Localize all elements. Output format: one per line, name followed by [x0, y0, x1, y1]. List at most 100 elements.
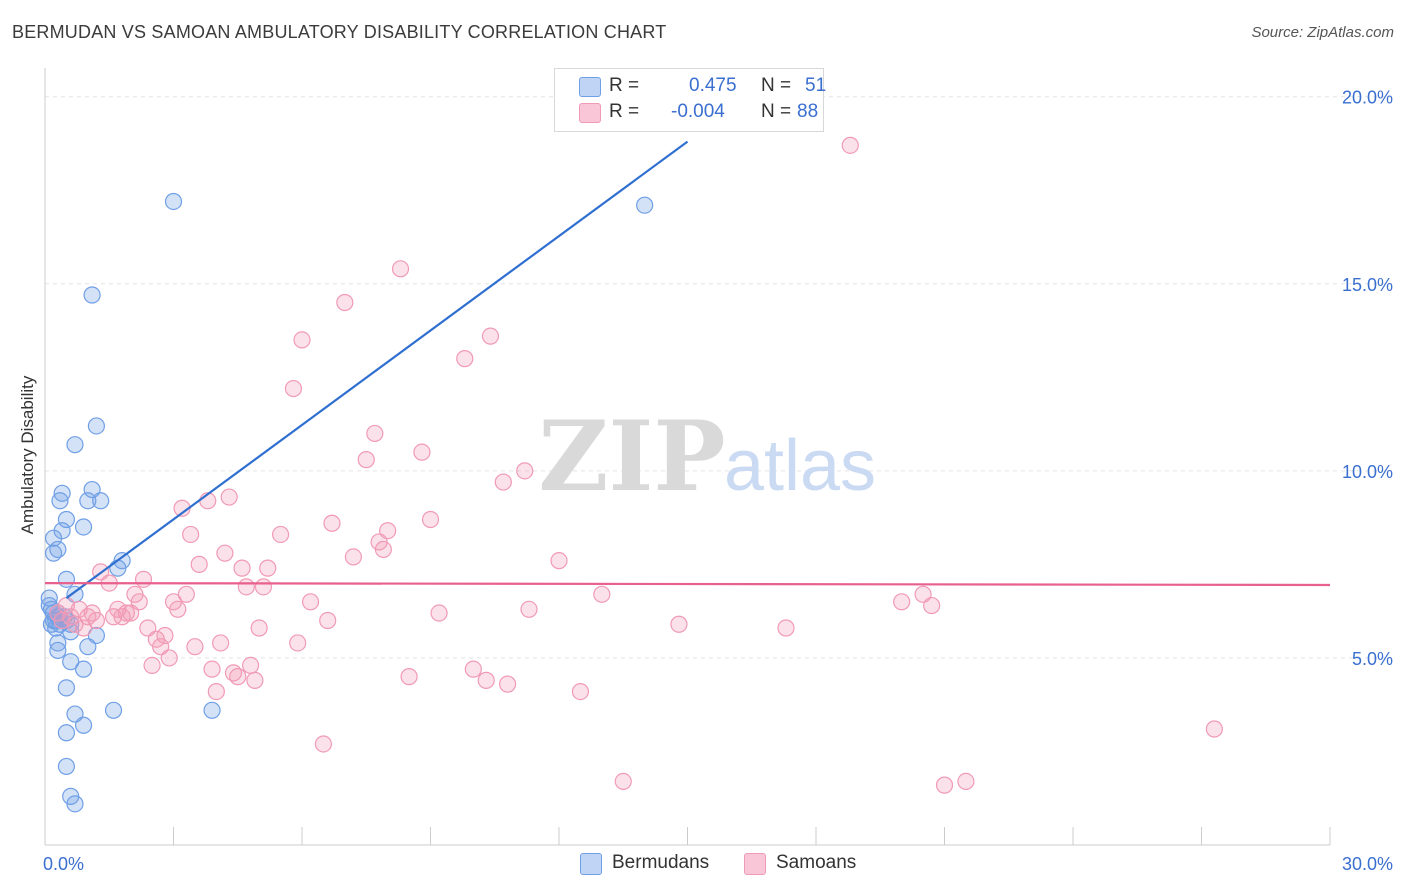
- samoans-point-79: [614, 772, 632, 790]
- samoans-point-43: [242, 656, 260, 675]
- legend-n-label: N =: [761, 101, 792, 122]
- legend-n-value: 88: [797, 101, 819, 122]
- legend-swatch-samoans: [579, 103, 601, 123]
- samoans-point-34: [203, 660, 221, 678]
- bottom-legend-swatch-samoans: [744, 853, 766, 875]
- series-bermudans: [40, 192, 654, 813]
- samoans-point-65: [413, 443, 431, 461]
- samoans-point-49: [284, 379, 303, 398]
- samoans-point-88: [1205, 720, 1223, 738]
- samoans-point-64: [400, 668, 418, 686]
- bottom-legend-label-bermudans: Bermudans: [612, 852, 710, 873]
- samoans-point-42: [237, 578, 255, 596]
- samoans-point-15: [117, 604, 135, 622]
- samoans-point-44: [246, 671, 264, 689]
- samoans-point-78: [593, 585, 611, 603]
- samoans-point-62: [379, 522, 397, 540]
- samoans-point-80: [670, 615, 688, 633]
- samoans-point-53: [314, 735, 333, 753]
- bermudans-point-20: [74, 660, 93, 678]
- y-tick-label-1: 10.0%: [1342, 462, 1393, 482]
- samoans-point-36: [212, 634, 230, 652]
- bermudans-point-36: [57, 679, 76, 697]
- bermudans-point-27: [87, 417, 106, 435]
- samoans-point-77: [571, 682, 590, 701]
- samoans-point-25: [160, 649, 178, 667]
- bermudans-point-11: [57, 510, 76, 529]
- legend-n-value: 51: [805, 75, 827, 96]
- bermudans-point-18: [49, 634, 67, 652]
- bermudans-point-8: [53, 522, 71, 540]
- samoans-point-35: [207, 682, 225, 701]
- samoans-point-74: [516, 462, 534, 480]
- samoans-point-57: [344, 548, 362, 566]
- x-tick-label-0: 0.0%: [43, 854, 84, 874]
- watermark: ZIP atlas: [538, 400, 876, 513]
- y-tick-label-2: 15.0%: [1342, 275, 1393, 295]
- samoans-point-70: [477, 671, 495, 689]
- legend-n-label: N =: [761, 75, 792, 96]
- samoans-point-9: [87, 611, 106, 630]
- samoans-point-52: [301, 593, 320, 611]
- chart-title: BERMUDAN VS SAMOAN AMBULATORY DISABILITY…: [12, 22, 667, 42]
- bermudans-point-22: [87, 626, 106, 645]
- samoans-point-59: [366, 424, 384, 443]
- samoans-point-54: [319, 611, 337, 630]
- samoans-trend-line: [44, 581, 1331, 587]
- bermudans-point-26: [79, 492, 97, 510]
- samoans-point-87: [957, 772, 975, 790]
- samoans-point-50: [289, 634, 307, 652]
- bermudans-point-29: [83, 286, 101, 304]
- samoans-point-69: [464, 660, 482, 678]
- legend-swatch-bermudans: [579, 77, 601, 97]
- bermudans-point-23: [74, 518, 93, 536]
- bottom-legend-label-samoans: Samoans: [776, 852, 857, 873]
- samoans-point-81: [777, 619, 795, 637]
- samoans-point-31: [186, 638, 204, 656]
- legend-r-value: 0.475: [689, 75, 737, 96]
- samoans-point-72: [494, 473, 512, 491]
- samoans-point-55: [323, 514, 341, 532]
- bermudans-point-28: [66, 436, 84, 454]
- legend-r-label: R =: [609, 75, 640, 96]
- bermudans-point-34: [104, 701, 123, 719]
- samoans-point-45: [250, 619, 268, 637]
- samoans-point-58: [357, 451, 375, 469]
- samoans-point-48: [271, 525, 290, 544]
- grid-lines: [45, 96, 1392, 659]
- samoans-point-29: [177, 585, 195, 603]
- samoans-point-66: [421, 510, 440, 529]
- y-axis-label: Ambulatory Disability: [18, 375, 37, 535]
- watermark-atlas: atlas: [724, 426, 876, 506]
- samoans-point-82: [841, 136, 859, 154]
- bermudans-point-19: [62, 653, 80, 671]
- bermudans-point-10: [53, 484, 71, 502]
- legend-r-label: R =: [609, 101, 640, 122]
- samoans-point-61: [374, 540, 392, 559]
- samoans-point-6: [74, 619, 93, 637]
- bermudans-point-31: [636, 196, 654, 214]
- bermudans-point-42: [66, 795, 84, 813]
- samoans-point-21: [143, 656, 161, 675]
- samoans-point-76: [550, 552, 568, 570]
- axes: [44, 68, 1331, 846]
- samoans-point-38: [220, 488, 238, 506]
- samoans-point-30: [182, 525, 200, 544]
- bermudans-point-7: [49, 540, 67, 559]
- series-samoans: [49, 136, 1223, 794]
- samoans-point-67: [430, 604, 448, 622]
- watermark-zip: ZIP: [538, 400, 725, 513]
- bermudans-point-12: [57, 570, 76, 588]
- samoans-point-37: [216, 544, 234, 562]
- x-tick-label-1: 30.0%: [1342, 854, 1393, 874]
- samoans-point-85: [923, 596, 941, 615]
- samoans-point-68: [456, 350, 474, 368]
- bermudans-point-39: [57, 724, 76, 742]
- tick-labels: 5.0% 10.0% 15.0% 20.0% 0.0% 30.0%: [43, 88, 1393, 874]
- samoans-point-41: [233, 559, 251, 577]
- samoans-point-24: [156, 626, 174, 645]
- bermudans-point-40: [57, 757, 76, 776]
- bermudans-point-35: [203, 701, 221, 719]
- samoans-point-73: [499, 675, 517, 693]
